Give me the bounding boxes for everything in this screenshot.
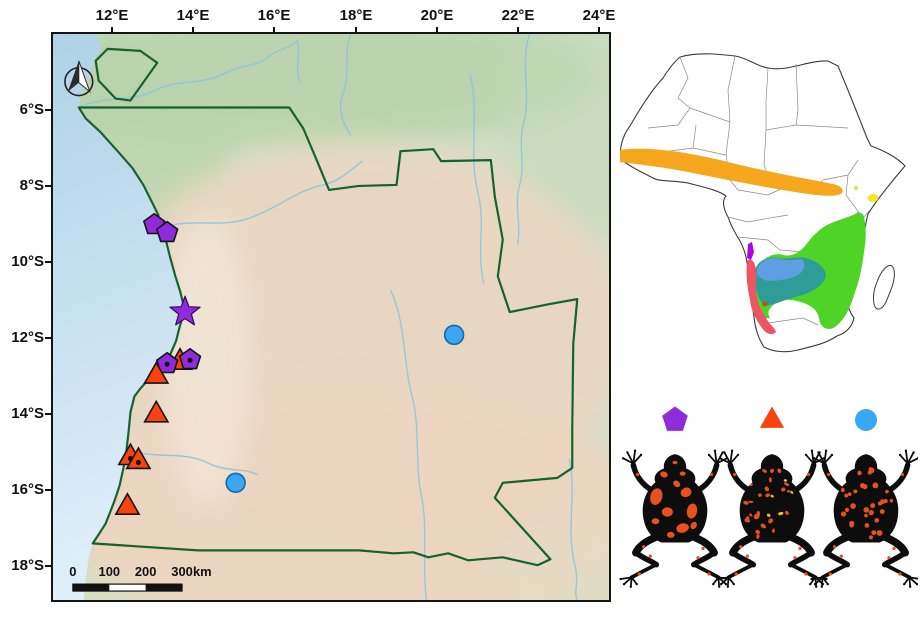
rivers — [78, 34, 578, 600]
scalebar-label: 0 — [69, 564, 76, 579]
range-horn-dot — [854, 186, 858, 190]
y-tick-label: 12°S — [11, 329, 44, 346]
x-tick-mark — [517, 27, 519, 33]
x-tick-mark — [355, 27, 357, 33]
range-horn-patch — [867, 194, 879, 202]
toad-spots — [743, 468, 794, 539]
y-tick-label: 18°S — [11, 557, 44, 574]
angola-border — [77, 106, 579, 567]
x-tick-label: 12°E — [95, 7, 129, 24]
scalebar-unit: km — [193, 564, 212, 579]
x-tick-label: 24°E — [582, 7, 616, 24]
angola-map: 0 100 200 300 km — [53, 34, 609, 600]
africa-inset-map — [619, 53, 906, 353]
toad-illustration-pentagon — [619, 449, 731, 588]
marker-circle — [443, 324, 465, 346]
toad-illustrations — [619, 449, 918, 588]
x-tick-mark — [273, 27, 275, 33]
marker-star — [169, 295, 201, 326]
legend-symbols — [662, 406, 877, 431]
y-tick-label: 8°S — [19, 177, 44, 194]
scalebar-label: 200 — [135, 564, 157, 579]
scalebar-label: 100 — [99, 564, 121, 579]
x-tick-label: 16°E — [257, 7, 291, 24]
range-sahel-belt — [620, 148, 843, 196]
y-tick-mark — [45, 337, 51, 339]
occurrence-markers — [114, 212, 465, 515]
marker-pentagon — [155, 220, 179, 243]
marker-triangle — [143, 361, 170, 384]
x-tick-mark — [436, 27, 438, 33]
marker-pentagon — [178, 347, 202, 370]
x-tick-label: 20°E — [420, 7, 454, 24]
y-tick-label: 10°S — [11, 253, 44, 270]
north-arrow — [64, 60, 94, 97]
y-tick-mark — [45, 109, 51, 111]
y-tick-label: 6°S — [19, 101, 44, 118]
scalebar-label: 300 — [171, 564, 193, 579]
toad-illustration-circle — [810, 449, 918, 588]
toad-illustration-triangle — [716, 449, 828, 588]
y-tick-mark — [45, 413, 51, 415]
range-overlap-patch — [762, 301, 768, 307]
legend-symbol-pentagon — [662, 406, 688, 431]
legend-symbol-triangle — [759, 406, 785, 428]
x-tick-mark — [192, 27, 194, 33]
toad-spots — [840, 467, 894, 540]
range-angola-coast — [747, 242, 754, 260]
angola-map-panel: 0 100 200 300 km — [51, 32, 611, 602]
species-legend — [619, 406, 918, 588]
madagascar-outline — [873, 264, 895, 310]
scale-bar: 0 100 200 300 km — [69, 564, 212, 592]
y-tick-mark — [45, 185, 51, 187]
y-tick-label: 16°S — [11, 481, 44, 498]
x-tick-label: 14°E — [176, 7, 210, 24]
marker-triangle — [125, 446, 152, 470]
marker-triangle — [114, 492, 141, 515]
y-tick-label: 14°S — [11, 405, 44, 422]
marker-circle — [225, 472, 246, 494]
range-upper-zambezi — [756, 258, 805, 281]
y-tick-mark — [45, 489, 51, 491]
cabinda-border — [94, 47, 159, 102]
x-tick-label: 18°E — [339, 7, 373, 24]
terrain — [78, 34, 609, 600]
toad-spots — [650, 460, 698, 538]
x-tick-mark — [598, 27, 600, 33]
y-tick-mark — [45, 565, 51, 567]
x-tick-label: 22°E — [501, 7, 535, 24]
marker-pentagon — [155, 351, 179, 374]
marker-triangle — [143, 399, 170, 423]
range-namib-coast — [746, 259, 776, 335]
x-tick-mark — [111, 27, 113, 33]
legend-symbol-circle — [855, 409, 877, 431]
y-tick-mark — [45, 261, 51, 263]
